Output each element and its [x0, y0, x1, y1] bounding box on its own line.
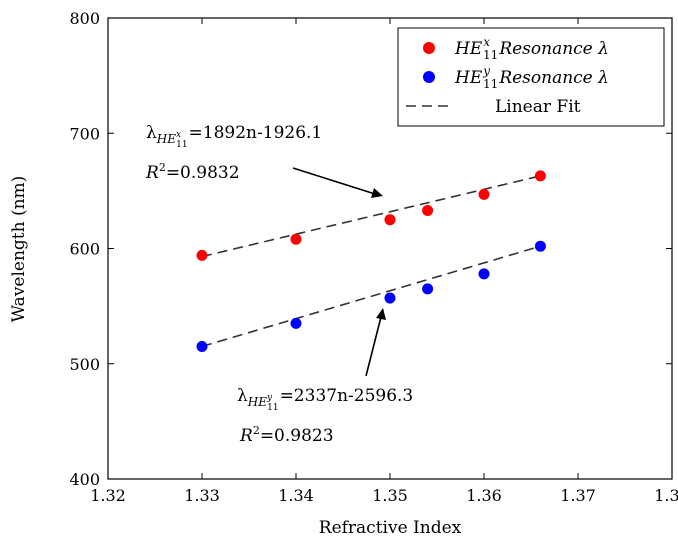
axis-ticks: 1.32 1.33 1.34 1.35 1.36 1.37 1.38 400 500 600 700… [69, 9, 678, 505]
y-tick-label: 400 [69, 470, 100, 489]
anno-he11x-lambda: λ [146, 123, 157, 143]
legend-he11x-sup: x [483, 35, 490, 49]
anno-he11y-r: R [239, 426, 253, 446]
y-tick-label: 800 [69, 9, 100, 28]
anno-he11y-sub: HE [247, 395, 267, 409]
data-point-series-1 [290, 317, 302, 329]
legend-marker-he11x [423, 42, 435, 54]
anno-he11y-lambda: λ [237, 386, 248, 406]
data-point-series-0 [478, 188, 490, 200]
anno-he11x-rhs: =1892n-1926.1 [189, 123, 323, 143]
legend-he11y-sup: y [482, 64, 490, 78]
annotation-he11y: λHEy 11=2337n-2596.3 R2=0.9823 [237, 308, 413, 446]
annotation-he11y-equation: λHEy 11=2337n-2596.3 [237, 386, 413, 413]
legend-he11x-main: HE [454, 39, 483, 59]
data-points [196, 170, 546, 352]
anno-he11y-rhs: =2337n-2596.3 [280, 386, 414, 406]
legend-box [397, 27, 665, 127]
annotation-he11y-r2: R2=0.9823 [239, 424, 334, 446]
data-point-series-0 [290, 233, 302, 245]
legend-he11y-main: HE [454, 68, 483, 88]
annotation-he11y-arrowhead [376, 308, 386, 320]
y-tick-label: 700 [69, 124, 100, 143]
data-point-series-0 [196, 249, 208, 261]
anno-he11y-r2sup: 2 [253, 424, 260, 437]
x-tick-label: 1.36 [466, 486, 502, 505]
annotation-he11x-equation: λHEx 11=1892n-1926.1 [146, 123, 322, 150]
legend-marker-he11y [423, 71, 435, 83]
x-tick-label: 1.33 [184, 486, 220, 505]
legend-label-he11y: HEy 11Resonance λ [454, 64, 609, 91]
data-point-series-1 [534, 240, 546, 252]
anno-he11x-r: R [145, 163, 159, 183]
anno-he11x-subsup: x [176, 130, 181, 140]
data-point-series-0 [534, 170, 546, 182]
data-point-series-1 [478, 268, 490, 280]
x-tick-label: 1.38 [654, 486, 678, 505]
x-tick-label: 1.34 [278, 486, 314, 505]
x-axis-label: Refractive Index [319, 518, 462, 538]
annotation-he11x: λHEx 11=1892n-1926.1 R2=0.9832 [145, 123, 383, 198]
anno-he11x-r2sup: 2 [159, 161, 166, 174]
data-point-series-1 [422, 283, 434, 295]
anno-he11y-subsup: y [266, 393, 273, 403]
legend-he11x-rest: Resonance λ [498, 39, 609, 59]
anno-he11x-sub: HE [156, 132, 176, 146]
annotation-he11x-arrowhead [371, 188, 383, 198]
data-point-series-1 [196, 340, 208, 352]
annotation-he11x-r2: R2=0.9832 [145, 161, 240, 183]
fit-line-1 [201, 245, 541, 348]
anno-he11y-subsub: 11 [267, 403, 278, 413]
data-point-series-0 [384, 214, 396, 226]
data-point-series-0 [422, 204, 434, 216]
legend-he11y-sub: 11 [483, 77, 498, 91]
x-tick-label: 1.35 [372, 486, 408, 505]
legend-label-he11x: HEx 11Resonance λ [454, 35, 609, 62]
annotation-he11x-arrow-line [292, 167, 376, 195]
anno-he11y-r2val: =0.9823 [260, 426, 334, 446]
anno-he11x-r2val: =0.9832 [166, 163, 240, 183]
y-axis-label: Wavelength (nm) [9, 176, 29, 323]
legend: HEx 11Resonance λ HEy 11Resonance λ Linear… [397, 27, 665, 127]
legend-he11y-rest: Resonance λ [498, 68, 609, 88]
data-point-series-1 [384, 292, 396, 304]
x-tick-label: 1.37 [560, 486, 596, 505]
anno-he11x-subsub: 11 [176, 140, 187, 150]
x-tick-label: 1.32 [90, 486, 126, 505]
legend-label-linear-fit: Linear Fit [495, 97, 581, 117]
legend-he11x-sub: 11 [483, 48, 498, 62]
fit-lines [201, 175, 541, 348]
y-tick-label: 500 [69, 355, 100, 374]
y-tick-label: 600 [69, 240, 100, 259]
fit-line-0 [201, 175, 541, 258]
annotation-he11y-arrow-line [365, 316, 382, 377]
